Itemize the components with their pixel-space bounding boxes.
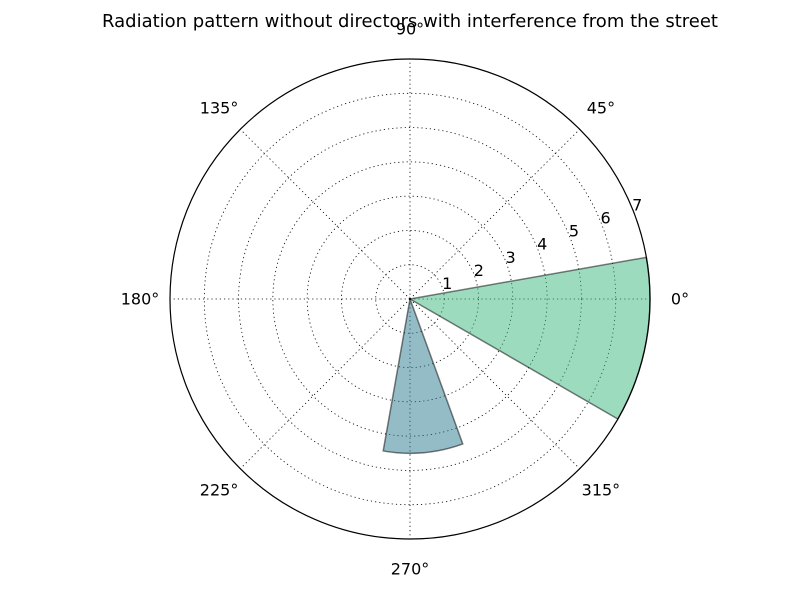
angle-tick-label: 180°: [121, 290, 160, 309]
outer-ring: [169, 58, 651, 540]
radial-tick-label: 6: [601, 208, 611, 227]
radial-labels: 1 2 3 4 5 6 7: [442, 195, 642, 293]
grid-spoke: [240, 129, 411, 300]
radial-tick-label: 4: [537, 235, 547, 254]
radial-tick-label: 3: [505, 248, 515, 267]
chart-title: Radiation pattern without directors with…: [102, 11, 718, 32]
radial-tick-label: 7: [632, 195, 642, 214]
angle-tick-label: 315°: [582, 480, 621, 499]
angle-tick-label: 270°: [391, 560, 430, 579]
angle-tick-label: 225°: [200, 480, 239, 499]
angle-labels: 0° 45° 90° 135° 180° 225° 270° 315°: [121, 20, 689, 579]
angle-tick-label: 0°: [671, 290, 689, 309]
bars: [382, 256, 651, 454]
angle-tick-label: 45°: [587, 99, 615, 118]
angle-tick-label: 135°: [200, 99, 239, 118]
angle-tick-label: 90°: [396, 20, 424, 39]
radial-tick-label: 2: [474, 261, 484, 280]
radial-tick-label: 1: [442, 274, 452, 293]
bar-wedge: [382, 296, 464, 454]
radial-tick-label: 5: [569, 222, 579, 241]
